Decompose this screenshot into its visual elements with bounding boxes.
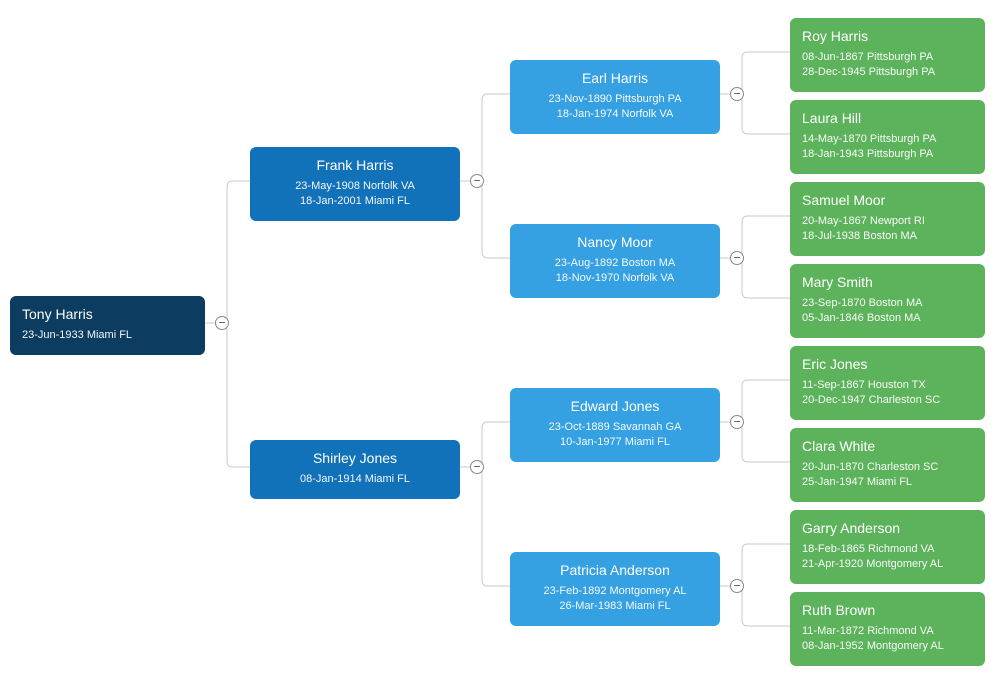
node-name: Eric Jones <box>802 356 973 372</box>
node-name: Patricia Anderson <box>522 562 708 578</box>
node-name: Edward Jones <box>522 398 708 414</box>
node-detail: 08-Jun-1867 Pittsburgh PA <box>802 50 973 65</box>
node-name: Ruth Brown <box>802 602 973 618</box>
collapse-toggle-icon[interactable]: − <box>730 251 744 265</box>
node-name: Tony Harris <box>22 306 193 322</box>
node-laura-hill[interactable]: Laura Hill 14-May-1870 Pittsburgh PA 18-… <box>790 100 985 174</box>
collapse-toggle-icon[interactable]: − <box>730 579 744 593</box>
node-detail: 08-Jan-1952 Montgomery AL <box>802 639 973 654</box>
node-name: Mary Smith <box>802 274 973 290</box>
collapse-toggle-icon[interactable]: − <box>730 415 744 429</box>
node-patricia-anderson[interactable]: Patricia Anderson 23-Feb-1892 Montgomery… <box>510 552 720 626</box>
node-detail: 18-Jan-1974 Norfolk VA <box>522 107 708 122</box>
node-detail: 28-Dec-1945 Pittsburgh PA <box>802 65 973 80</box>
node-eric-jones[interactable]: Eric Jones 11-Sep-1867 Houston TX 20-Dec… <box>790 346 985 420</box>
node-name: Shirley Jones <box>262 450 448 466</box>
node-edward-jones[interactable]: Edward Jones 23-Oct-1889 Savannah GA 10-… <box>510 388 720 462</box>
node-name: Frank Harris <box>262 157 448 173</box>
node-clara-white[interactable]: Clara White 20-Jun-1870 Charleston SC 25… <box>790 428 985 502</box>
node-detail: 18-Jul-1938 Boston MA <box>802 229 973 244</box>
node-tony-harris[interactable]: Tony Harris 23-Jun-1933 Miami FL <box>10 296 205 355</box>
node-detail: 26-Mar-1983 Miami FL <box>522 599 708 614</box>
node-detail: 20-May-1867 Newport RI <box>802 214 973 229</box>
node-earl-harris[interactable]: Earl Harris 23-Nov-1890 Pittsburgh PA 18… <box>510 60 720 134</box>
node-detail: 05-Jan-1846 Boston MA <box>802 311 973 326</box>
collapse-toggle-icon[interactable]: − <box>215 316 229 330</box>
node-shirley-jones[interactable]: Shirley Jones 08-Jan-1914 Miami FL <box>250 440 460 499</box>
node-detail: 18-Jan-2001 Miami FL <box>262 194 448 209</box>
node-detail: 08-Jan-1914 Miami FL <box>262 472 448 487</box>
node-detail: 21-Apr-1920 Montgomery AL <box>802 557 973 572</box>
node-detail: 23-Feb-1892 Montgomery AL <box>522 584 708 599</box>
node-detail: 11-Sep-1867 Houston TX <box>802 378 973 393</box>
node-nancy-moor[interactable]: Nancy Moor 23-Aug-1892 Boston MA 18-Nov-… <box>510 224 720 298</box>
node-name: Clara White <box>802 438 973 454</box>
node-detail: 23-Sep-1870 Boston MA <box>802 296 973 311</box>
collapse-toggle-icon[interactable]: − <box>470 174 484 188</box>
node-detail: 18-Feb-1865 Richmond VA <box>802 542 973 557</box>
node-detail: 23-Jun-1933 Miami FL <box>22 328 193 343</box>
node-detail: 11-Mar-1872 Richmond VA <box>802 624 973 639</box>
node-detail: 14-May-1870 Pittsburgh PA <box>802 132 973 147</box>
node-detail: 23-Aug-1892 Boston MA <box>522 256 708 271</box>
collapse-toggle-icon[interactable]: − <box>470 460 484 474</box>
node-detail: 23-Nov-1890 Pittsburgh PA <box>522 92 708 107</box>
node-garry-anderson[interactable]: Garry Anderson 18-Feb-1865 Richmond VA 2… <box>790 510 985 584</box>
node-frank-harris[interactable]: Frank Harris 23-May-1908 Norfolk VA 18-J… <box>250 147 460 221</box>
node-mary-smith[interactable]: Mary Smith 23-Sep-1870 Boston MA 05-Jan-… <box>790 264 985 338</box>
node-ruth-brown[interactable]: Ruth Brown 11-Mar-1872 Richmond VA 08-Ja… <box>790 592 985 666</box>
node-samuel-moor[interactable]: Samuel Moor 20-May-1867 Newport RI 18-Ju… <box>790 182 985 256</box>
node-detail: 23-Oct-1889 Savannah GA <box>522 420 708 435</box>
node-detail: 25-Jan-1947 Miami FL <box>802 475 973 490</box>
node-name: Nancy Moor <box>522 234 708 250</box>
node-name: Earl Harris <box>522 70 708 86</box>
node-roy-harris[interactable]: Roy Harris 08-Jun-1867 Pittsburgh PA 28-… <box>790 18 985 92</box>
node-detail: 23-May-1908 Norfolk VA <box>262 179 448 194</box>
node-name: Samuel Moor <box>802 192 973 208</box>
node-detail: 20-Dec-1947 Charleston SC <box>802 393 973 408</box>
node-detail: 18-Nov-1970 Norfolk VA <box>522 271 708 286</box>
node-name: Garry Anderson <box>802 520 973 536</box>
node-name: Laura Hill <box>802 110 973 126</box>
node-detail: 10-Jan-1977 Miami FL <box>522 435 708 450</box>
collapse-toggle-icon[interactable]: − <box>730 87 744 101</box>
node-detail: 18-Jan-1943 Pittsburgh PA <box>802 147 973 162</box>
node-detail: 20-Jun-1870 Charleston SC <box>802 460 973 475</box>
node-name: Roy Harris <box>802 28 973 44</box>
